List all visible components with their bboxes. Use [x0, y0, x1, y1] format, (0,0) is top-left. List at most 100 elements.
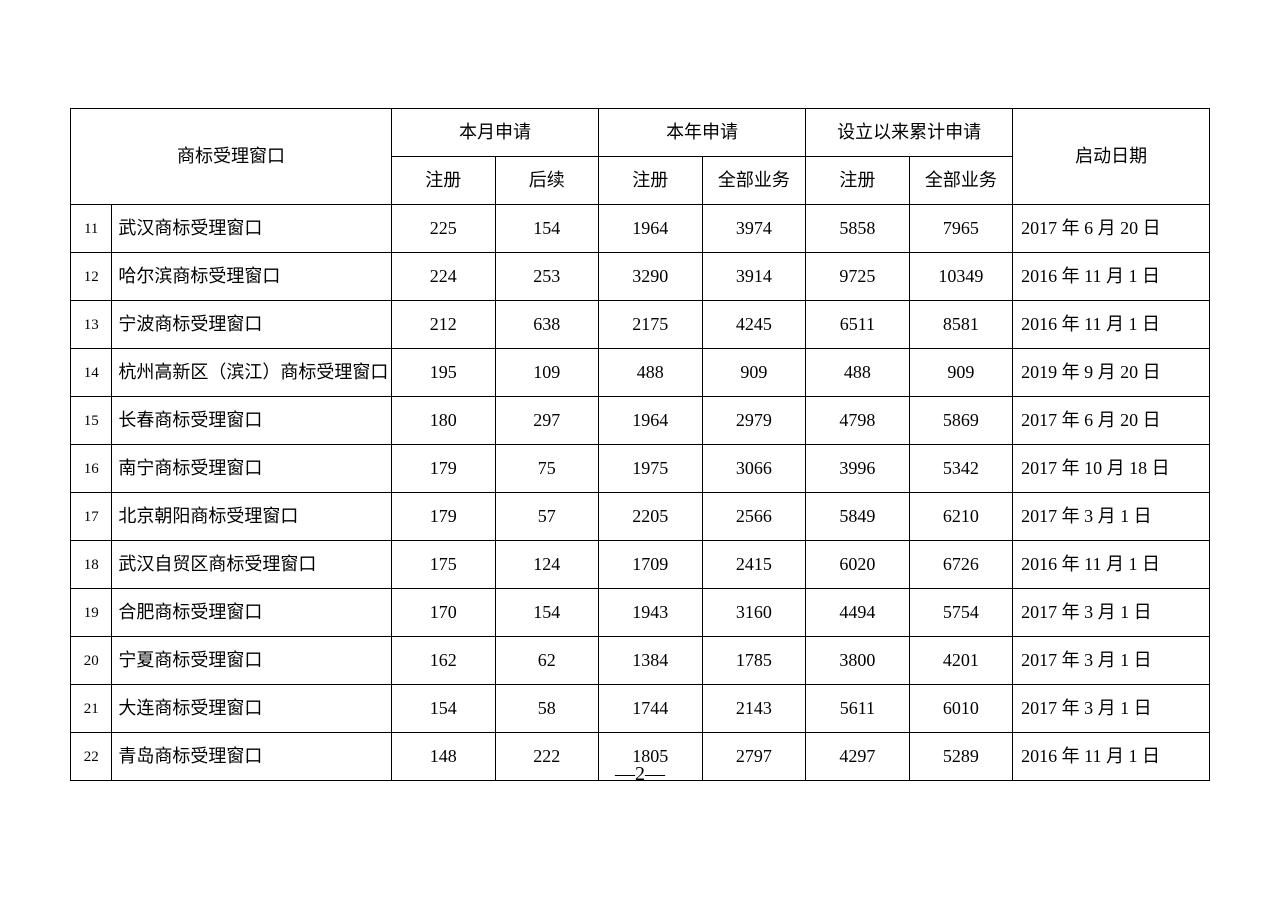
cell-year-all: 4245 — [702, 301, 806, 349]
cell-window-name: 杭州高新区（滨江）商标受理窗口 — [112, 349, 392, 397]
cell-start-date: 2017 年 3 月 1 日 — [1013, 493, 1210, 541]
header-start-date: 启动日期 — [1013, 109, 1210, 205]
cell-cum-register: 6511 — [806, 301, 910, 349]
table-row: 20宁夏商标受理窗口1626213841785380042012017 年 3 … — [71, 637, 1210, 685]
cell-cum-all: 6010 — [909, 685, 1013, 733]
cell-cum-register: 6020 — [806, 541, 910, 589]
cell-index: 21 — [71, 685, 112, 733]
cell-window-name: 大连商标受理窗口 — [112, 685, 392, 733]
table-row: 19合肥商标受理窗口17015419433160449457542017 年 3… — [71, 589, 1210, 637]
page-number: —2— — [0, 763, 1280, 786]
cell-year-all: 2566 — [702, 493, 806, 541]
cell-month-register: 195 — [391, 349, 495, 397]
cell-month-followup: 124 — [495, 541, 599, 589]
cell-year-register: 1964 — [599, 205, 703, 253]
cell-year-all: 3066 — [702, 445, 806, 493]
table-row: 11武汉商标受理窗口22515419643974585879652017 年 6… — [71, 205, 1210, 253]
table-row: 21大连商标受理窗口1545817442143561160102017 年 3 … — [71, 685, 1210, 733]
header-month-register: 注册 — [391, 157, 495, 205]
cell-cum-all: 5754 — [909, 589, 1013, 637]
table-row: 12哈尔滨商标受理窗口224253329039149725103492016 年… — [71, 253, 1210, 301]
cell-year-all: 2979 — [702, 397, 806, 445]
cell-cum-all: 6210 — [909, 493, 1013, 541]
cell-start-date: 2017 年 6 月 20 日 — [1013, 205, 1210, 253]
cell-cum-all: 7965 — [909, 205, 1013, 253]
table-header: 商标受理窗口 本月申请 本年申请 设立以来累计申请 启动日期 注册 后续 注册 … — [71, 109, 1210, 205]
cell-month-register: 162 — [391, 637, 495, 685]
cell-year-register: 3290 — [599, 253, 703, 301]
cell-start-date: 2016 年 11 月 1 日 — [1013, 541, 1210, 589]
cell-window-name: 武汉自贸区商标受理窗口 — [112, 541, 392, 589]
cell-month-register: 180 — [391, 397, 495, 445]
cell-year-register: 1975 — [599, 445, 703, 493]
cell-window-name: 宁波商标受理窗口 — [112, 301, 392, 349]
cell-start-date: 2017 年 3 月 1 日 — [1013, 589, 1210, 637]
table-row: 16南宁商标受理窗口1797519753066399653422017 年 10… — [71, 445, 1210, 493]
cell-index: 11 — [71, 205, 112, 253]
cell-window-name: 武汉商标受理窗口 — [112, 205, 392, 253]
cell-month-register: 179 — [391, 493, 495, 541]
table-body: 11武汉商标受理窗口22515419643974585879652017 年 6… — [71, 205, 1210, 781]
cell-index: 16 — [71, 445, 112, 493]
table-row: 13宁波商标受理窗口21263821754245651185812016 年 1… — [71, 301, 1210, 349]
page-content: 商标受理窗口 本月申请 本年申请 设立以来累计申请 启动日期 注册 后续 注册 … — [70, 108, 1210, 781]
cell-start-date: 2017 年 6 月 20 日 — [1013, 397, 1210, 445]
header-month-followup: 后续 — [495, 157, 599, 205]
cell-month-followup: 297 — [495, 397, 599, 445]
cell-window-name: 宁夏商标受理窗口 — [112, 637, 392, 685]
cell-cum-all: 4201 — [909, 637, 1013, 685]
cell-cum-all: 5342 — [909, 445, 1013, 493]
cell-window-name: 长春商标受理窗口 — [112, 397, 392, 445]
cell-month-register: 170 — [391, 589, 495, 637]
cell-window-name: 哈尔滨商标受理窗口 — [112, 253, 392, 301]
header-year: 本年申请 — [599, 109, 806, 157]
cell-index: 20 — [71, 637, 112, 685]
cell-year-all: 2143 — [702, 685, 806, 733]
cell-cum-register: 4798 — [806, 397, 910, 445]
cell-year-register: 2205 — [599, 493, 703, 541]
cell-cum-register: 488 — [806, 349, 910, 397]
cell-index: 13 — [71, 301, 112, 349]
cell-month-register: 175 — [391, 541, 495, 589]
cell-month-register: 154 — [391, 685, 495, 733]
cell-index: 19 — [71, 589, 112, 637]
cell-year-all: 3914 — [702, 253, 806, 301]
cell-start-date: 2016 年 11 月 1 日 — [1013, 301, 1210, 349]
cell-month-register: 224 — [391, 253, 495, 301]
cell-year-register: 1744 — [599, 685, 703, 733]
cell-start-date: 2017 年 3 月 1 日 — [1013, 637, 1210, 685]
cell-year-register: 1964 — [599, 397, 703, 445]
header-month: 本月申请 — [391, 109, 598, 157]
cell-start-date: 2019 年 9 月 20 日 — [1013, 349, 1210, 397]
cell-window-name: 合肥商标受理窗口 — [112, 589, 392, 637]
header-window: 商标受理窗口 — [71, 109, 392, 205]
cell-index: 17 — [71, 493, 112, 541]
cell-start-date: 2016 年 11 月 1 日 — [1013, 253, 1210, 301]
header-year-register: 注册 — [599, 157, 703, 205]
cell-cum-register: 3996 — [806, 445, 910, 493]
cell-cum-all: 6726 — [909, 541, 1013, 589]
cell-cum-register: 5858 — [806, 205, 910, 253]
table-row: 14杭州高新区（滨江）商标受理窗口1951094889094889092019 … — [71, 349, 1210, 397]
table-row: 15长春商标受理窗口18029719642979479858692017 年 6… — [71, 397, 1210, 445]
cell-year-all: 1785 — [702, 637, 806, 685]
cell-index: 18 — [71, 541, 112, 589]
cell-index: 12 — [71, 253, 112, 301]
cell-year-all: 909 — [702, 349, 806, 397]
cell-month-register: 212 — [391, 301, 495, 349]
cell-cum-register: 5849 — [806, 493, 910, 541]
cell-cum-all: 10349 — [909, 253, 1013, 301]
cell-month-followup: 154 — [495, 589, 599, 637]
header-cum-register: 注册 — [806, 157, 910, 205]
table-row: 18武汉自贸区商标受理窗口17512417092415602067262016 … — [71, 541, 1210, 589]
cell-year-all: 3160 — [702, 589, 806, 637]
cell-cum-all: 5869 — [909, 397, 1013, 445]
cell-window-name: 北京朝阳商标受理窗口 — [112, 493, 392, 541]
cell-index: 15 — [71, 397, 112, 445]
cell-month-followup: 57 — [495, 493, 599, 541]
cell-start-date: 2017 年 3 月 1 日 — [1013, 685, 1210, 733]
cell-cum-register: 3800 — [806, 637, 910, 685]
cell-start-date: 2017 年 10 月 18 日 — [1013, 445, 1210, 493]
cell-month-followup: 109 — [495, 349, 599, 397]
cell-year-all: 3974 — [702, 205, 806, 253]
